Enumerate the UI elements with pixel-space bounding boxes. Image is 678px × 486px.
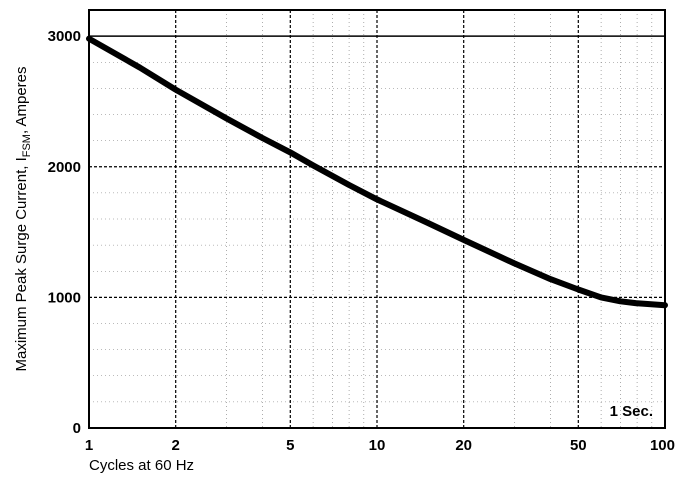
y-axis-label-tail: , Amperes: [13, 66, 30, 134]
x-tick-label: 100: [650, 437, 675, 454]
y-tick-label: 0: [73, 420, 81, 437]
series-line: [86, 35, 668, 309]
duration-annotation: 1 Sec.: [610, 403, 653, 420]
x-tick-label: 10: [369, 437, 386, 454]
y-axis-label: Maximum Peak Surge Current, IFSM, Ampere…: [13, 66, 33, 371]
x-tick-label: 50: [570, 437, 587, 454]
y-tick-label: 1000: [48, 289, 81, 306]
y-tick-label: 2000: [48, 159, 81, 176]
y-tick-label: 3000: [48, 28, 81, 45]
plot-frame: [88, 9, 666, 429]
x-tick-label: 5: [286, 437, 294, 454]
x-tick-labels: 1 2 5 10 20 50 100: [85, 437, 675, 454]
y-axis-label-main: Maximum Peak Surge Current, I: [13, 157, 30, 371]
x-tick-label: 20: [455, 437, 472, 454]
x-axis-label: Cycles at 60 Hz: [89, 457, 194, 474]
y-axis-label-subscript: FSM: [21, 134, 33, 157]
major-grid: [89, 10, 665, 428]
x-tick-label: 2: [172, 437, 180, 454]
x-tick-label: 1: [85, 437, 93, 454]
y-tick-labels: 0 1000 2000 3000: [48, 28, 81, 437]
